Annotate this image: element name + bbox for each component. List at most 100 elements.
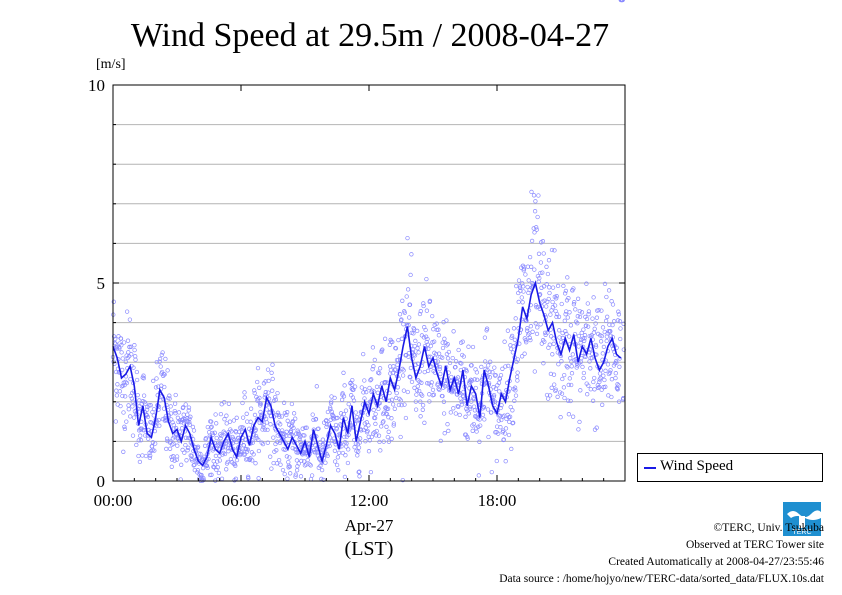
data-point [170, 442, 175, 447]
x-axis-unit-label: (LST) [345, 538, 394, 560]
data-point [281, 400, 287, 405]
data-point [547, 342, 552, 347]
data-point [596, 385, 601, 390]
data-point [486, 434, 491, 440]
data-point [430, 313, 435, 319]
data-point [381, 419, 386, 424]
data-point [254, 394, 259, 400]
data-point [461, 354, 466, 359]
data-point [349, 382, 355, 387]
data-point [396, 337, 401, 343]
data-point [459, 361, 464, 366]
data-point [424, 276, 429, 282]
data-point [181, 412, 186, 417]
data-point [162, 372, 167, 377]
data-point [582, 354, 587, 359]
data-point [474, 370, 480, 375]
data-point [512, 337, 518, 342]
data-point [192, 467, 197, 473]
data-point [471, 404, 477, 409]
data-point [278, 462, 283, 467]
data-point [509, 446, 514, 452]
data-point [607, 370, 613, 375]
data-point [577, 314, 583, 320]
data-point [555, 394, 560, 399]
data-point [588, 387, 593, 392]
data-point [437, 387, 442, 393]
data-point [562, 291, 568, 296]
data-point [415, 361, 421, 366]
data-point [151, 378, 156, 384]
data-point [429, 364, 434, 369]
data-point [531, 193, 537, 198]
data-point [551, 372, 557, 377]
data-point [383, 379, 388, 385]
data-point [270, 388, 275, 393]
data-point [456, 347, 461, 353]
data-point [529, 238, 535, 244]
data-point [409, 379, 415, 385]
data-point [191, 463, 196, 468]
data-point [466, 344, 471, 349]
data-point [265, 440, 270, 445]
data-point [195, 444, 201, 449]
data-point [573, 307, 578, 312]
data-point [444, 351, 450, 357]
data-point [572, 300, 577, 305]
data-point [391, 423, 396, 428]
data-point [114, 388, 119, 393]
data-point [408, 365, 414, 371]
data-point [392, 367, 398, 373]
data-point [403, 415, 409, 421]
data-point [534, 227, 539, 232]
data-point [324, 418, 329, 423]
data-point [152, 448, 157, 453]
data-point [255, 365, 261, 371]
data-point [157, 359, 162, 364]
data-point [469, 399, 474, 404]
data-point [377, 439, 382, 445]
data-point [593, 321, 598, 326]
data-point [258, 409, 263, 415]
data-point [493, 372, 498, 378]
data-point [443, 340, 448, 346]
data-point [546, 296, 551, 302]
data-point [291, 433, 296, 438]
data-point [463, 432, 468, 437]
data-point [233, 430, 239, 435]
data-point [399, 402, 404, 408]
data-point [405, 235, 410, 241]
data-point [136, 453, 141, 459]
data-point [500, 366, 505, 371]
data-point [516, 299, 521, 305]
data-point [341, 370, 346, 375]
data-point [498, 425, 503, 430]
data-point [516, 290, 521, 296]
data-point [124, 353, 129, 358]
data-point [377, 366, 383, 371]
data-point [276, 457, 282, 463]
data-point [602, 377, 607, 383]
data-point [507, 414, 513, 419]
data-point [398, 434, 403, 440]
data-point [472, 408, 478, 413]
data-point [219, 402, 224, 407]
data-point [190, 424, 196, 430]
data-point [163, 356, 168, 362]
data-point [613, 375, 618, 381]
data-point [620, 0, 625, 3]
data-point [124, 309, 130, 314]
data-point [375, 390, 381, 395]
data-point [490, 370, 495, 375]
data-point [355, 453, 360, 458]
data-point [608, 368, 613, 373]
data-point [556, 314, 562, 319]
data-point [405, 287, 411, 292]
data-point [153, 441, 158, 446]
data-point [599, 333, 605, 339]
data-point [569, 364, 574, 369]
data-point [576, 344, 581, 349]
data-point [443, 382, 448, 387]
data-point [135, 392, 140, 398]
data-point [580, 336, 585, 341]
